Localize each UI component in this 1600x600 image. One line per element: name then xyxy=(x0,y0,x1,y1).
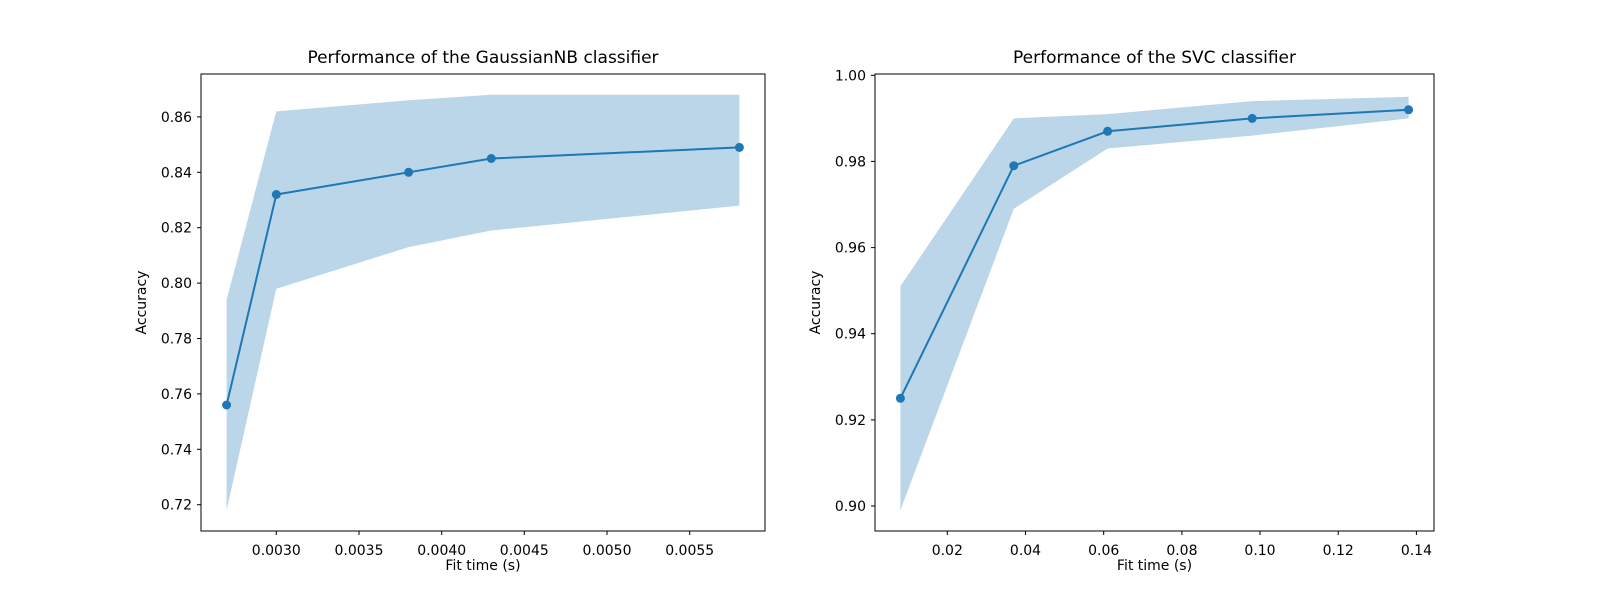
y-axis: 0.90 0.92 0.94 0.96 0.98 1.00 xyxy=(835,68,875,515)
y-tick-label: 0.80 xyxy=(161,276,192,292)
x-axis: 0.0030 0.0035 0.0040 0.0045 0.0050 0.0055 xyxy=(252,531,714,559)
y-axis-label: Accuracy xyxy=(134,271,150,335)
y-tick-label: 0.74 xyxy=(161,442,192,458)
y-tick-label: 0.82 xyxy=(161,221,192,237)
x-tick-label: 0.0030 xyxy=(252,543,301,559)
chart-title: Performance of the SVC classifier xyxy=(1013,48,1296,68)
y-tick-label: 0.76 xyxy=(161,387,192,403)
svc-chart: 0.02 0.04 0.06 0.08 0.10 0.12 0.14 0.90 0.92 0.94… xyxy=(808,48,1435,574)
data-point-marker xyxy=(404,167,414,177)
x-tick-label: 0.02 xyxy=(932,543,963,559)
x-tick-label: 0.0055 xyxy=(665,543,714,559)
data-point-markers xyxy=(222,142,744,410)
x-tick-label: 0.0040 xyxy=(417,543,466,559)
x-tick-label: 0.06 xyxy=(1088,543,1119,559)
data-point-marker xyxy=(1009,161,1019,171)
gaussiannb-chart: 0.0030 0.0035 0.0040 0.0045 0.0050 0.0055 0.72… xyxy=(134,48,766,574)
data-point-marker xyxy=(222,400,232,410)
confidence-band xyxy=(226,94,740,511)
x-tick-label: 0.12 xyxy=(1323,543,1354,559)
data-point-marker xyxy=(895,393,905,403)
y-tick-label: 1.00 xyxy=(835,68,866,84)
y-tick-label: 0.96 xyxy=(835,241,866,257)
y-tick-label: 0.92 xyxy=(835,413,866,429)
y-tick-label: 0.72 xyxy=(161,498,192,514)
x-tick-label: 0.08 xyxy=(1166,543,1197,559)
x-tick-label: 0.0045 xyxy=(500,543,549,559)
data-point-markers xyxy=(895,105,1414,403)
x-tick-label: 0.04 xyxy=(1010,543,1041,559)
x-axis: 0.02 0.04 0.06 0.08 0.10 0.12 0.14 xyxy=(932,531,1432,559)
y-tick-label: 0.84 xyxy=(161,165,192,181)
y-axis: 0.72 0.74 0.76 0.78 0.80 0.82 0.84 0.86 xyxy=(161,110,201,514)
y-tick-label: 0.90 xyxy=(835,499,866,515)
y-tick-label: 0.98 xyxy=(835,154,866,170)
x-axis-label: Fit time (s) xyxy=(1117,558,1192,574)
data-point-marker xyxy=(1404,105,1414,115)
plot-border xyxy=(874,73,1435,532)
x-tick-label: 0.14 xyxy=(1401,543,1432,559)
y-tick-label: 0.78 xyxy=(161,332,192,348)
y-tick-label: 0.86 xyxy=(161,110,192,126)
data-point-marker xyxy=(486,154,496,163)
y-tick-label: 0.94 xyxy=(835,327,866,343)
x-tick-label: 0.10 xyxy=(1244,543,1275,559)
data-point-marker xyxy=(1247,113,1257,123)
y-axis-label: Accuracy xyxy=(808,271,824,335)
x-axis-label: Fit time (s) xyxy=(445,558,520,574)
data-point-marker xyxy=(734,142,744,152)
x-tick-label: 0.0050 xyxy=(583,543,632,559)
plot-border xyxy=(200,73,766,532)
data-point-marker xyxy=(271,190,281,199)
x-tick-label: 0.0035 xyxy=(335,543,384,559)
data-point-marker xyxy=(1103,126,1113,136)
chart-title: Performance of the GaussianNB classifier xyxy=(307,48,658,68)
